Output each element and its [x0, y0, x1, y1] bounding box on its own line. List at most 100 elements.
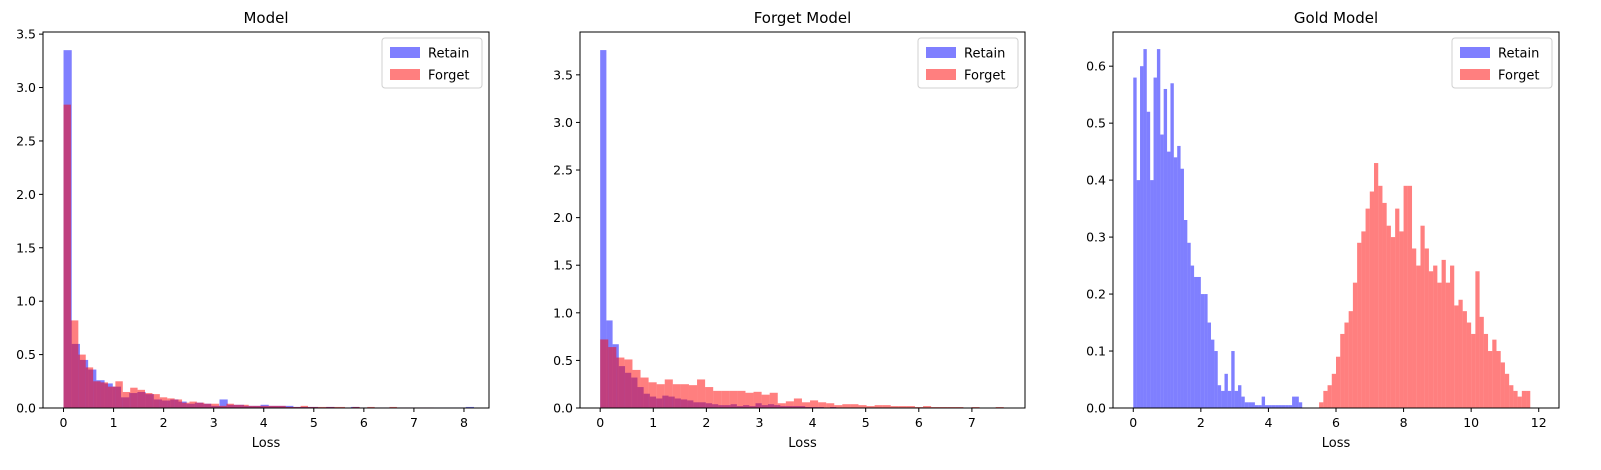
bar-forget	[1395, 208, 1400, 408]
bar-retain	[1173, 157, 1178, 408]
bar-forget	[293, 406, 301, 408]
bar-forget	[818, 402, 827, 408]
bar-retain	[1180, 168, 1184, 408]
bar-forget	[1509, 385, 1514, 408]
bar-forget	[211, 403, 220, 408]
bar-forget	[1420, 225, 1425, 408]
y-tick-label: 2.5	[16, 133, 36, 148]
bar-forget	[307, 406, 316, 408]
y-tick-label: 3.0	[16, 80, 36, 95]
bar-retain	[1183, 220, 1188, 408]
x-tick-label: 5	[310, 415, 318, 430]
bar-retain	[1265, 405, 1269, 408]
bar-forget	[1466, 322, 1472, 408]
axes-frame	[579, 31, 1026, 409]
x-tick-label: 12	[1531, 415, 1547, 430]
bar-forget	[1513, 390, 1518, 408]
bar-forget	[1352, 282, 1358, 408]
x-tick-label: 3	[756, 415, 764, 430]
y-tick-label: 0.6	[1086, 59, 1106, 74]
bar-forget	[315, 406, 323, 408]
bar-retain	[1153, 77, 1157, 408]
y-tick-label: 0.0	[1086, 401, 1106, 416]
bar-forget	[174, 399, 183, 408]
bar-forget	[270, 405, 279, 408]
bar-forget	[1340, 333, 1345, 408]
bar-forget	[664, 379, 673, 408]
bar-forget	[196, 402, 205, 408]
bar-forget	[1365, 208, 1370, 408]
bar-forget	[923, 406, 932, 408]
bar-retain	[1231, 351, 1235, 408]
y-tick-label: 0.3	[1086, 230, 1106, 245]
bar-retain	[1298, 402, 1303, 408]
bar-forget	[122, 391, 131, 408]
y-tick-label: 0.5	[1086, 116, 1106, 131]
bar-forget	[145, 393, 153, 408]
bar-retain	[1214, 351, 1218, 408]
y-tick-label: 1.0	[553, 305, 573, 320]
bar-retain	[1194, 276, 1198, 408]
bar-forget	[100, 382, 108, 408]
bar-forget	[616, 357, 625, 408]
bar-forget	[842, 404, 851, 408]
bar-forget	[826, 403, 835, 408]
bar-forget	[285, 406, 294, 408]
bar-retain	[1251, 402, 1255, 408]
x-tick-label: 4	[809, 415, 817, 430]
bar-forget	[785, 401, 794, 408]
bar-retain	[1258, 405, 1262, 408]
bar-retain	[1204, 294, 1208, 408]
bar-retain	[1292, 396, 1296, 408]
x-tick-label: 2	[1197, 415, 1205, 430]
x-tick-label: 6	[915, 415, 923, 430]
y-tick-label: 1.5	[16, 240, 36, 255]
bar-forget	[263, 405, 271, 408]
bar-forget	[1344, 322, 1349, 408]
bar-forget	[850, 404, 859, 408]
bar-forget	[898, 406, 907, 408]
y-tick-label: 0.0	[553, 401, 573, 416]
bar-forget	[107, 386, 116, 408]
bar-forget	[1462, 311, 1467, 408]
bar-retain	[1200, 294, 1205, 408]
bar-forget	[906, 406, 915, 408]
legend-label-retain: Retain	[964, 47, 1005, 62]
legend-swatch-retain	[926, 47, 956, 58]
bar-forget	[1416, 265, 1421, 408]
bar-forget	[1327, 385, 1332, 408]
bar-forget	[1323, 390, 1328, 408]
bar-forget	[159, 397, 168, 408]
bar-forget	[882, 405, 891, 408]
bar-forget	[624, 359, 633, 408]
bar-forget	[233, 404, 242, 408]
bar-retain	[1197, 276, 1201, 408]
x-tick-label: 0	[60, 415, 68, 430]
x-tick-label: 1	[110, 415, 118, 430]
x-tick-label: 0	[1129, 415, 1137, 430]
bar-forget	[753, 391, 762, 408]
x-axis-label: Loss	[788, 436, 817, 451]
bar-retain	[1241, 396, 1245, 408]
legend-label-forget: Forget	[1498, 69, 1539, 84]
bar-retain	[1210, 339, 1215, 408]
bar-retain	[1288, 405, 1293, 408]
x-tick-label: 7	[410, 415, 418, 430]
bar-forget	[656, 384, 665, 408]
bar-forget	[204, 403, 212, 408]
y-tick-label: 2.0	[16, 187, 36, 202]
y-tick-label: 0.4	[1086, 173, 1106, 188]
bar-forget	[85, 367, 94, 408]
legend-swatch-retain	[390, 47, 420, 58]
bar-forget	[769, 392, 778, 408]
y-tick-label: 0.1	[1086, 344, 1106, 359]
bar-forget	[337, 406, 346, 408]
y-tick-label: 3.5	[16, 27, 36, 42]
bar-retain	[1170, 83, 1174, 408]
chart-title: Gold Model	[1294, 9, 1378, 27]
bar-forget	[1407, 185, 1413, 408]
bar-forget	[866, 406, 875, 408]
legend: Retain Forget	[1451, 37, 1553, 89]
bar-retain	[1221, 390, 1225, 408]
legend-label-forget: Forget	[964, 69, 1005, 84]
